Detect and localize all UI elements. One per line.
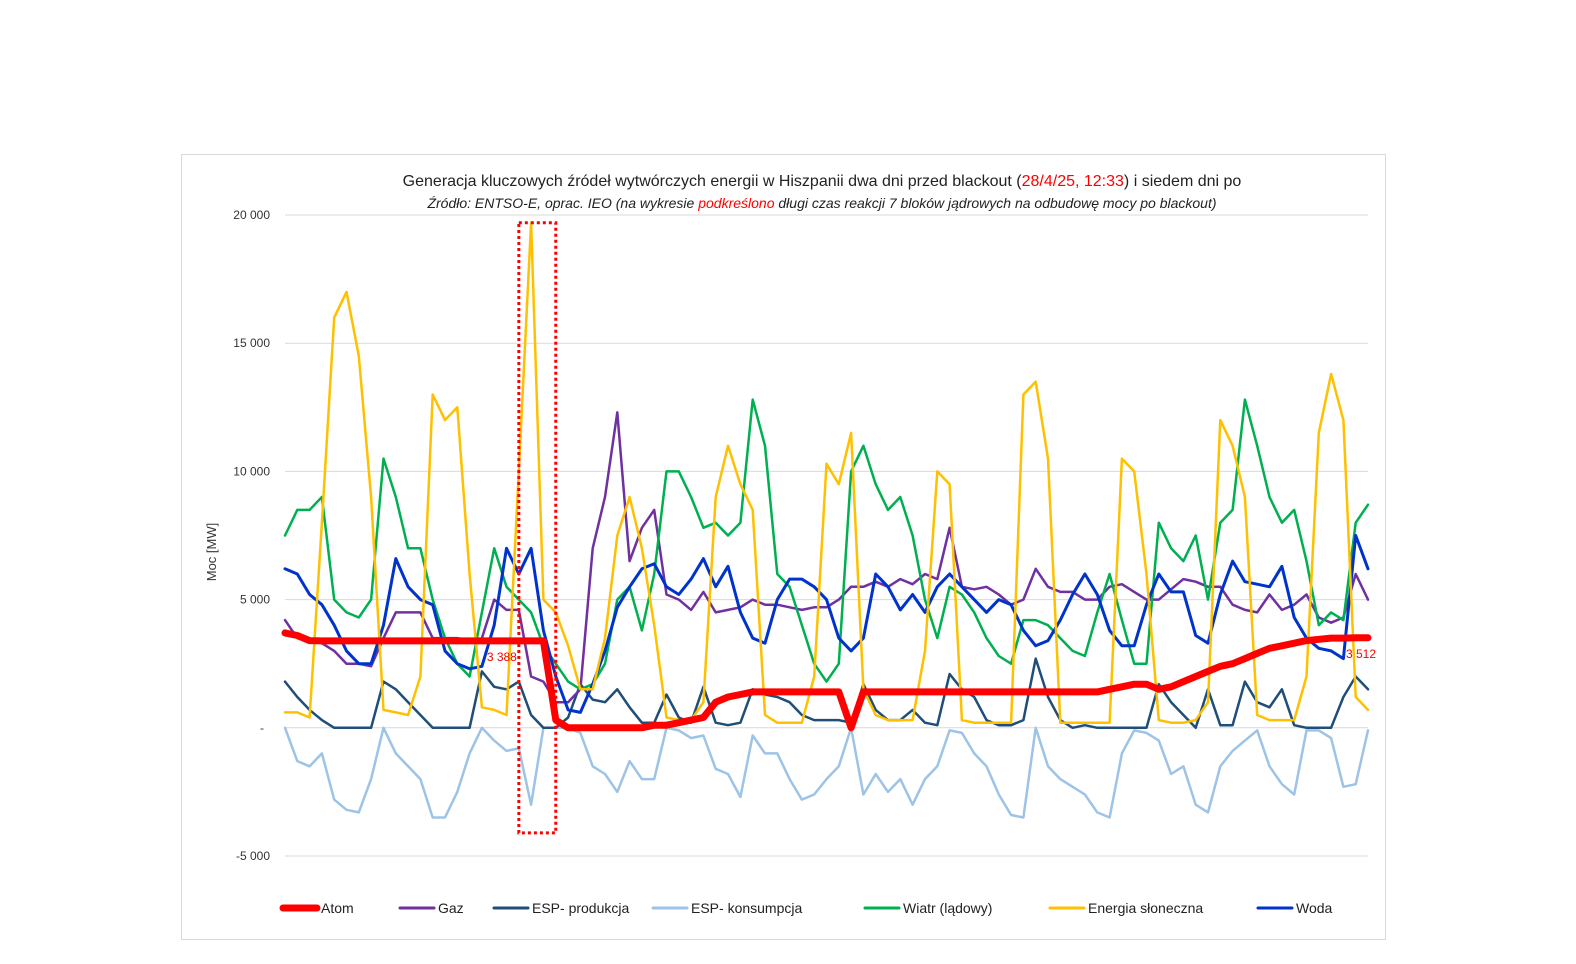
y-tick-label: -5 000 xyxy=(236,849,270,863)
subtitle-text: Źródło: ENTSO-E, oprac. IEO (na wykresie xyxy=(426,195,698,211)
legend: Atom Gaz ESP- produkcja ESP- konsumpcja Wiat… xyxy=(279,900,1333,916)
series-lines xyxy=(281,221,1372,819)
data-label: 3 512 xyxy=(1346,647,1376,661)
y-axis-ticks: 20 000 15 000 10 000 5 000 - -5 000 xyxy=(233,208,270,863)
series-line-gaz xyxy=(283,411,1370,704)
subtitle-text-end: długi czas reakcji 7 bloków jądrowych na… xyxy=(775,195,1217,211)
title-text-end: ) i siedem dni po xyxy=(1124,173,1241,190)
y-tick-label: 20 000 xyxy=(233,208,270,222)
legend-label: Energia słoneczna xyxy=(1088,900,1203,916)
chart-frame xyxy=(181,154,1386,940)
series-line-energia-słoneczna xyxy=(283,221,1370,724)
annotations: 3 388 3 512 xyxy=(487,647,1377,664)
chart-subtitle: Źródło: ENTSO-E, oprac. IEO (na wykresie… xyxy=(426,195,1216,211)
y-tick-label: 5 000 xyxy=(240,593,270,607)
series-line-atom xyxy=(281,629,1372,732)
y-tick-label: 10 000 xyxy=(233,464,270,478)
y-tick-label: 15 000 xyxy=(233,336,270,350)
gridlines xyxy=(285,214,1368,857)
title-highlight: 28/4/25, 12:33 xyxy=(1022,173,1124,190)
legend-label: Gaz xyxy=(438,900,464,916)
subtitle-highlight: podkreślono xyxy=(697,195,774,211)
legend-label: ESP- produkcja xyxy=(532,900,629,916)
series-line-woda xyxy=(283,534,1370,714)
title-text: Generacja kluczowych źródeł wytwórczych … xyxy=(403,173,1023,190)
chart-title: Generacja kluczowych źródeł wytwórczych … xyxy=(403,173,1242,190)
y-axis-label: Moc [MW] xyxy=(204,523,219,582)
blackout-highlight xyxy=(517,221,558,835)
legend-label: Wiatr (lądowy) xyxy=(903,900,992,916)
legend-label: Atom xyxy=(321,900,354,916)
series-line-wiatr-lądowy- xyxy=(283,398,1370,691)
legend-label: ESP- konsumpcja xyxy=(691,900,802,916)
series-line-esp-produkcja xyxy=(283,657,1370,730)
y-tick-label: - xyxy=(260,721,264,735)
legend-label: Woda xyxy=(1296,900,1333,916)
data-label: 3 388 xyxy=(487,650,517,664)
series-line-esp-konsumpcja xyxy=(283,726,1370,819)
blackout-box xyxy=(517,221,558,835)
